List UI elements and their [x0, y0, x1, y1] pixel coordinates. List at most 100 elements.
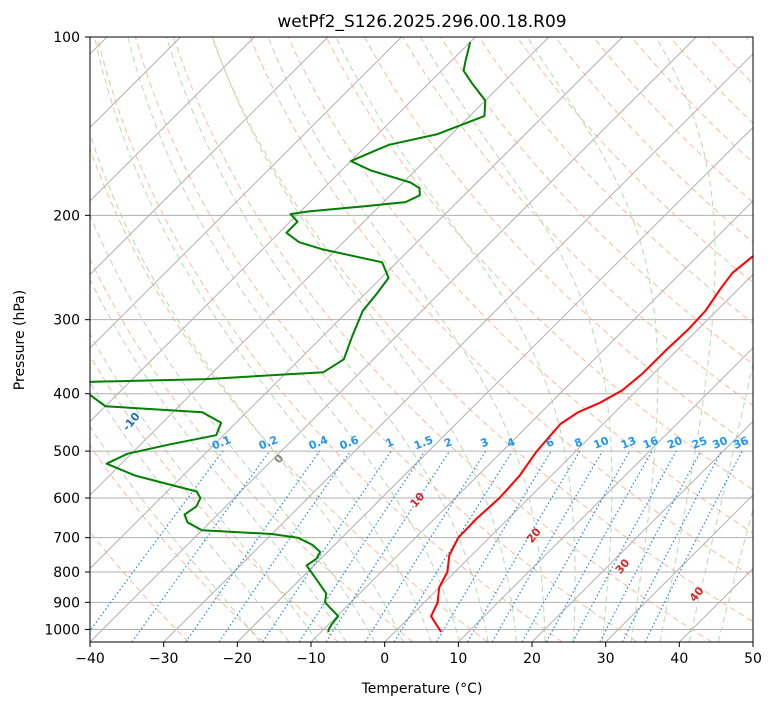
moist-adiabat-line: [688, 361, 753, 642]
dry-adiabat-line: [173, 37, 712, 642]
mixing-ratio-line: [545, 450, 653, 642]
y-tick-label: 100: [53, 30, 80, 46]
moist-adiabat-line: [526, 37, 659, 642]
x-tick-label: 10: [449, 651, 467, 667]
x-tick-label: −20: [223, 651, 253, 667]
moist-adiabat-line: [94, 37, 432, 642]
isotherm-line: [457, 347, 753, 642]
moist-adiabat-line: [717, 508, 753, 642]
mixing-ratio-label: 1: [384, 435, 396, 450]
isotherm-line: [90, 37, 623, 570]
mixing-ratio-line: [185, 450, 321, 642]
dry-adiabat-line: [90, 445, 264, 642]
moist-adiabat-line: [655, 37, 716, 642]
tick-layer: −40 −30 −20 −10 0 10 20 30 40 50 100 200 300 400 500 60…: [44, 30, 762, 667]
isotherm-line: [90, 37, 402, 349]
mixing-ratio-label: 36: [731, 434, 750, 452]
y-tick-label: 400: [53, 387, 80, 403]
dry-adiabat-line: [287, 37, 753, 534]
dewpoint-profile-line: [90, 41, 487, 633]
plot-background: [90, 37, 753, 642]
dry-adiabat-line: [325, 37, 753, 491]
y-axis-label: Pressure (hPa): [12, 290, 28, 390]
moist-adiabat-line: [90, 425, 261, 642]
mixing-ratio-label: 30: [711, 434, 730, 452]
y-tick-label: 500: [53, 444, 80, 460]
moist-adiabat-line: [90, 381, 290, 642]
mixing-ratio-line: [131, 450, 271, 642]
grid-layer: [90, 37, 753, 642]
moist-adiabat-line: [420, 37, 613, 642]
x-tick-label: −40: [75, 651, 105, 667]
moist-adiabat-line: [90, 213, 376, 642]
x-tick-label: 0: [380, 651, 389, 667]
x-tick-label: 20: [523, 651, 541, 667]
moist-adiabat-line: [166, 37, 489, 642]
mixing-ratio-label: 25: [690, 434, 709, 452]
y-tick-label: 800: [53, 565, 80, 581]
isotherm-line: [531, 420, 753, 642]
mixing-ratio-line: [325, 450, 451, 642]
y-tick-label: 600: [53, 491, 80, 507]
chart-title: wetPf2_S126.2025.296.00.18.R09: [277, 12, 566, 32]
isotherm-line: [752, 641, 753, 642]
mixing-ratio-layer: [90, 450, 743, 642]
isotherm-line: [384, 273, 753, 642]
mixing-ratio-line: [521, 450, 631, 642]
moist-adiabat-line: [267, 37, 546, 642]
adiabat-layer: [90, 37, 753, 642]
mixing-ratio-label: 16: [641, 434, 660, 452]
mixing-ratio-line: [298, 450, 426, 642]
isotherm-line: [163, 53, 753, 642]
mixing-ratio-line: [393, 450, 513, 642]
series-layer: [90, 41, 753, 633]
isotherm-line: [90, 37, 550, 496]
mixing-ratio-line: [218, 450, 351, 642]
mixing-ratio-line: [644, 450, 743, 642]
mixing-ratio-label: 2: [442, 435, 454, 450]
y-tick-label: 700: [53, 531, 80, 547]
x-tick-label: 50: [744, 651, 762, 667]
isotherm-line: [236, 126, 753, 642]
plot-area: [90, 37, 753, 642]
mixing-ratio-label: 3: [479, 435, 491, 450]
mixing-ratio-label: 10: [592, 434, 611, 452]
isotherm-line: [90, 37, 255, 202]
y-tick-label: 200: [53, 208, 80, 224]
moist-adiabat-line: [90, 333, 319, 642]
x-tick-label: −30: [149, 651, 179, 667]
mixing-ratio-label: 13: [619, 434, 638, 452]
temperature-profile-line: [430, 254, 753, 633]
dry-adiabat-line: [90, 355, 339, 642]
isotherm-line: [90, 37, 476, 423]
moist-adiabat-line: [212, 37, 517, 642]
plot-border: [89, 36, 754, 643]
mixing-ratio-line: [90, 450, 224, 632]
dry-adiabat-line: [249, 37, 753, 578]
moist-adiabat-line: [90, 132, 404, 642]
mixing-ratio-line: [572, 450, 677, 642]
isotherm-line: [90, 37, 329, 276]
x-axis-label: Temperature (°C): [361, 681, 483, 697]
dry-adiabat-line: [96, 37, 563, 642]
dry-adiabat-line: [211, 37, 753, 623]
x-tick-label: 30: [597, 651, 615, 667]
y-tick-label: 900: [53, 595, 80, 611]
mixing-ratio-line: [364, 450, 487, 642]
mixing-ratio-label: 20: [665, 434, 684, 452]
x-tick-label: −10: [296, 651, 326, 667]
isotherm-line: [90, 37, 697, 642]
x-tick-label: 40: [670, 651, 688, 667]
mixing-ratio-label: 8: [573, 435, 585, 450]
moist-adiabat-line: [127, 37, 461, 642]
y-tick-label: 1000: [44, 622, 80, 638]
dry-adiabat-line: [516, 37, 753, 284]
mixing-ratio-line: [262, 450, 392, 642]
plot-frame: [89, 36, 754, 643]
moist-adiabat-line: [335, 37, 576, 642]
isotherm-line: [605, 494, 753, 642]
dry-adiabat-line: [90, 258, 414, 642]
y-tick-label: 300: [53, 313, 80, 329]
moist-adiabat-line: [90, 278, 347, 642]
